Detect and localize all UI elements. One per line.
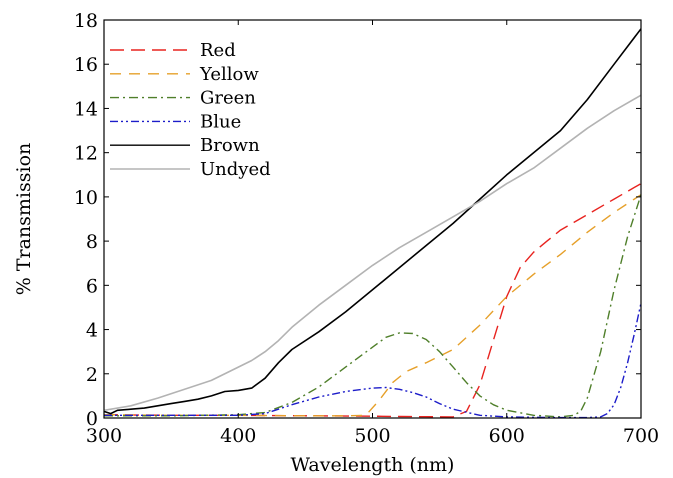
- y-tick-label: 2: [86, 364, 98, 386]
- y-tick-label: 6: [86, 275, 98, 297]
- y-tick-label: 18: [74, 10, 98, 32]
- series-line-yellow: [104, 194, 641, 417]
- y-axis: 0 2 4 6 8 10 12 14 16 18: [74, 10, 641, 430]
- x-axis: 300 400 500 600 700: [86, 20, 659, 447]
- series-line-red: [104, 182, 641, 418]
- x-tick-label: 600: [489, 425, 525, 447]
- x-tick-label: 300: [86, 425, 122, 447]
- y-axis-title: % Transmission: [13, 143, 35, 296]
- plot-frame: [103, 19, 642, 419]
- series-line-blue: [104, 302, 641, 418]
- y-tick-label: 10: [74, 187, 98, 209]
- y-tick-label: 8: [86, 231, 98, 253]
- legend-label-green: Green: [200, 88, 256, 109]
- x-tick-label: 400: [220, 425, 256, 447]
- legend-label-blue: Blue: [200, 111, 241, 132]
- y-tick-label: 4: [86, 320, 98, 342]
- legend-label-undyed: Undyed: [200, 159, 271, 180]
- legend-label-yellow: Yellow: [199, 64, 259, 85]
- x-tick-label: 500: [354, 425, 390, 447]
- x-axis-title: Wavelength (nm): [291, 454, 455, 476]
- y-tick-label: 14: [74, 98, 98, 120]
- y-tick-label: 16: [74, 54, 98, 76]
- series-line-brown: [104, 28, 641, 415]
- legend-label-brown: Brown: [200, 135, 260, 156]
- series-line-undyed: [104, 94, 641, 412]
- legend-label-red: Red: [200, 40, 236, 61]
- y-tick-label: 0: [86, 408, 98, 430]
- y-tick-label: 12: [74, 143, 98, 165]
- series-line-green: [104, 194, 641, 418]
- series-layer: [104, 28, 641, 418]
- x-tick-label: 700: [623, 425, 659, 447]
